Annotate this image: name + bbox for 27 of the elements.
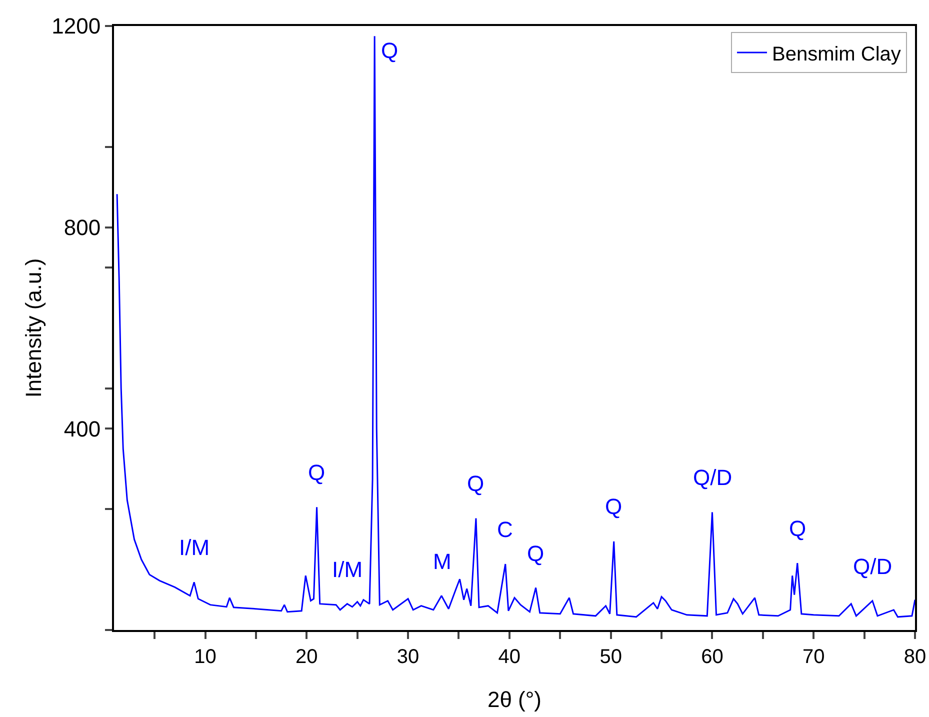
annotation: C <box>497 517 513 542</box>
x-tick-label: 80 <box>904 646 926 668</box>
x-tick-label: 50 <box>600 646 622 668</box>
x-axis-title: 2θ (°) <box>487 687 542 712</box>
annotation: M <box>433 549 452 574</box>
annotation: Q <box>527 541 544 566</box>
x-tick-label: 70 <box>802 646 825 668</box>
x-tick-label: 60 <box>701 646 724 668</box>
legend-label: Bensmim Clay <box>772 43 901 66</box>
annotation: Q <box>308 460 326 485</box>
line-series <box>116 35 915 618</box>
annotation: Q/D <box>853 554 892 579</box>
y-axis-title: Intensity (a.u.) <box>20 258 46 398</box>
x-tick-label: 20 <box>296 646 318 668</box>
y-tick-label: 1200 <box>52 14 101 39</box>
annotation: I/M <box>179 535 210 560</box>
annotation: Q <box>605 494 622 519</box>
y-tick-label: 800 <box>64 215 101 240</box>
annotation: Q/D <box>693 465 732 490</box>
x-tick-label: 30 <box>396 646 420 668</box>
annotation: Q <box>789 516 806 541</box>
x-tick-label: 40 <box>498 646 521 668</box>
annotation: Q <box>381 38 398 63</box>
annotation: I/M <box>332 557 363 582</box>
y-tick-label: 400 <box>64 416 101 442</box>
x-tick-label: 10 <box>194 646 216 668</box>
annotation: Q <box>467 471 484 496</box>
